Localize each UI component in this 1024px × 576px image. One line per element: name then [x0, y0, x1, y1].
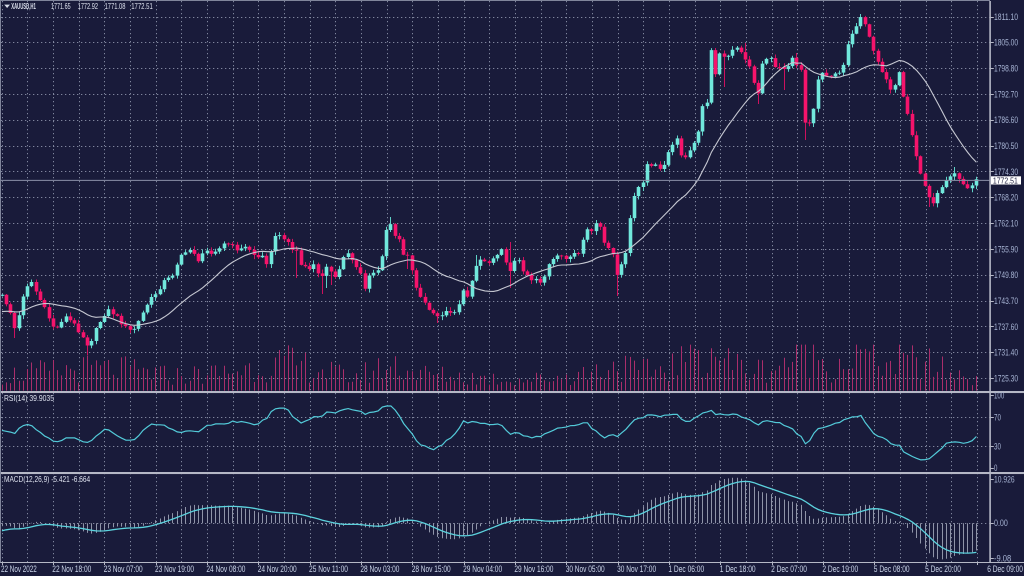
- svg-text:6 Dec 09:00: 6 Dec 09:00: [987, 564, 1023, 574]
- svg-text:28 Nov 15:00: 28 Nov 15:00: [412, 564, 451, 574]
- svg-text:23 Nov 07:00: 23 Nov 07:00: [104, 564, 143, 574]
- svg-text:1768.20: 1768.20: [994, 193, 1018, 203]
- svg-text:1772.51: 1772.51: [131, 2, 153, 11]
- svg-text:RSI(14) 39.9035: RSI(14) 39.9035: [4, 394, 54, 403]
- svg-text:1737.60: 1737.60: [994, 322, 1018, 332]
- svg-text:1731.40: 1731.40: [994, 348, 1018, 358]
- svg-text:1786.60: 1786.60: [994, 115, 1018, 125]
- svg-text:1772.51: 1772.51: [993, 175, 1018, 185]
- svg-text:MACD(12,26,9) -5.421 -6.664: MACD(12,26,9) -5.421 -6.664: [4, 475, 91, 484]
- svg-text:5 Dec 20:00: 5 Dec 20:00: [925, 564, 961, 574]
- svg-text:29 Nov 16:00: 29 Nov 16:00: [514, 564, 553, 574]
- svg-text:1 Dec 06:00: 1 Dec 06:00: [668, 564, 704, 574]
- svg-text:0.00: 0.00: [994, 518, 1008, 528]
- svg-text:1725.30: 1725.30: [994, 374, 1018, 384]
- svg-text:30 Nov 05:00: 30 Nov 05:00: [566, 564, 605, 574]
- svg-text:1755.90: 1755.90: [994, 244, 1018, 254]
- svg-text:1774.30: 1774.30: [994, 167, 1018, 177]
- svg-text:1 Dec 18:00: 1 Dec 18:00: [720, 564, 756, 574]
- svg-text:1798.80: 1798.80: [994, 64, 1018, 74]
- svg-text:-9.08: -9.08: [994, 553, 1011, 563]
- svg-text:1780.50: 1780.50: [994, 141, 1018, 151]
- svg-text:23 Nov 19:00: 23 Nov 19:00: [155, 564, 194, 574]
- svg-text:30 Nov 17:00: 30 Nov 17:00: [617, 564, 656, 574]
- svg-text:1749.80: 1749.80: [994, 270, 1018, 280]
- svg-text:2 Dec 19:00: 2 Dec 19:00: [822, 564, 858, 574]
- svg-text:5 Dec 08:00: 5 Dec 08:00: [874, 564, 910, 574]
- svg-text:22 Nov 18:00: 22 Nov 18:00: [52, 564, 91, 574]
- svg-text:70: 70: [994, 412, 1001, 422]
- svg-text:1771.08: 1771.08: [105, 2, 126, 11]
- svg-text:29 Nov 04:00: 29 Nov 04:00: [463, 564, 502, 574]
- svg-text:1811.10: 1811.10: [994, 12, 1018, 22]
- svg-text:1772.92: 1772.92: [78, 2, 99, 11]
- svg-text:22 Nov 2022: 22 Nov 2022: [1, 564, 37, 574]
- svg-text:10.926: 10.926: [994, 474, 1015, 484]
- svg-text:1805.00: 1805.00: [994, 38, 1018, 48]
- svg-text:28 Nov 03:00: 28 Nov 03:00: [360, 564, 399, 574]
- svg-text:1743.70: 1743.70: [994, 296, 1018, 306]
- svg-text:XAUUSD,H1: XAUUSD,H1: [11, 2, 36, 11]
- svg-text:1771.65: 1771.65: [51, 2, 71, 11]
- svg-text:24 Nov 20:00: 24 Nov 20:00: [258, 564, 297, 574]
- svg-text:1762.10: 1762.10: [994, 219, 1018, 229]
- svg-text:30: 30: [994, 441, 1001, 451]
- svg-text:0: 0: [994, 463, 997, 473]
- svg-text:1792.70: 1792.70: [994, 89, 1018, 99]
- svg-text:2 Dec 07:00: 2 Dec 07:00: [771, 564, 807, 574]
- svg-text:25 Nov 11:00: 25 Nov 11:00: [309, 564, 348, 574]
- svg-text:24 Nov 08:00: 24 Nov 08:00: [206, 564, 245, 574]
- svg-text:100: 100: [994, 391, 1004, 401]
